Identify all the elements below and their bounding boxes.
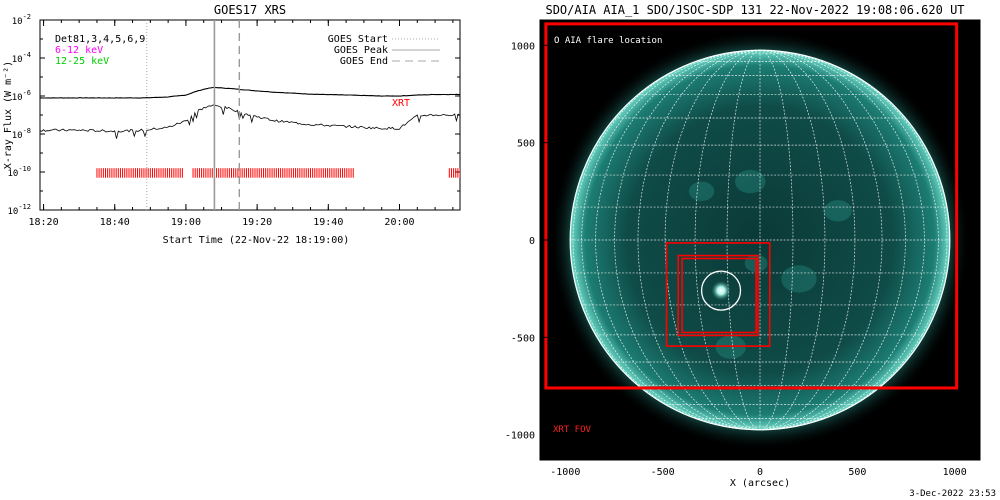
goes-event-markers [146,20,241,210]
legend-goes-start: GOES Start [328,34,388,45]
xrt-fov-label: XRT FOV [553,425,592,435]
legend-goes-peak: GOES Peak [334,45,388,56]
longitude-line [614,49,761,431]
active-region-blob [735,169,766,194]
goes-y-tick-label: 10-4 [12,51,31,65]
longitude-line [759,49,925,431]
tick-exponent: -12 [18,203,31,211]
aia-image-title: SDO/AIA AIA_1 SDO/JSOC-SDP 131 22-Nov-20… [545,3,964,17]
longitude-line [581,49,761,431]
tick-base: 10 [12,17,23,27]
goes-x-tick-label: 19:00 [171,217,201,228]
aia-legend: O AIA flare location [554,36,662,46]
aia-solar-image-panel: SDO/AIA AIA_1 SDO/JSOC-SDP 131 22-Nov-20… [505,3,996,499]
tick-base: 10 [8,169,19,179]
goes-y-tick-label: 10-6 [12,89,31,103]
legend-goes-end: GOES End [340,56,388,67]
aia-y-axis: 1000 500 0 -500 -1000 [505,25,980,455]
flare-bright-kernel [711,280,731,301]
footer-date: 3-Dec-2022 23:53 [909,489,996,499]
aia-x-tick-label: -1000 [550,467,580,478]
legend-6-12-kev: 6-12 keV [55,45,103,56]
goes-x-tick-label: 20:00 [384,217,414,228]
longitude-line [759,49,906,431]
goes-series-group [40,86,460,139]
goes-chart-title: GOES17 XRS [214,3,286,17]
aia-y-tick-label: 0 [529,236,535,247]
heliographic-grid [569,49,951,431]
goes-x-axis-label: Start Time (22-Nov-22 18:19:00) [163,235,350,246]
goes-x-tick-label: 18:40 [100,217,130,228]
aia-x-tick-label: 0 [757,467,763,478]
goes-y-tick-label: 10-10 [8,165,32,179]
goes-y-tick-label: 10-2 [12,13,31,27]
xrt-pointing-box [677,254,759,337]
tick-base: 10 [12,131,23,141]
goes-y-axis-label: X-ray Flux (W m⁻²) [3,61,14,169]
longitude-line [759,49,948,431]
goes-long-channel-line [40,86,460,99]
aia-x-tick-label: 1000 [943,467,967,478]
aia-flare-legend: O AIA flare location [554,36,662,46]
tick-base: 10 [12,55,23,65]
aia-x-tick-label: 500 [848,467,866,478]
tick-base: 10 [12,93,23,103]
xrt-pointing-box [681,257,757,334]
longitude-line [572,49,761,431]
goes-y-tick-label: 10-12 [8,203,32,217]
tick-exponent: -8 [23,127,31,135]
goes-short-channel-line [40,104,460,139]
goes-x-tick-label: 18:20 [29,217,59,228]
tick-exponent: -6 [23,89,31,97]
aia-x-axis: -1000 -500 0 500 1000 [545,453,975,478]
xrt-observation-bars [96,168,460,178]
goes-legend-right: GOES Start GOES Peak GOES End [328,34,440,67]
goes-y-tick-label: 10-8 [12,127,31,141]
aia-x-tick-label: -500 [651,467,675,478]
longitude-line [759,49,939,431]
goes-legend-left: Det81,3,4,5,6,9 6-12 keV 12-25 keV [55,34,145,67]
aia-y-tick-label: -500 [511,333,535,344]
goes-x-axis: 18:20 18:40 19:00 19:20 19:40 20:00 [29,20,454,228]
longitude-line [726,49,761,431]
longitude-line [759,49,856,431]
legend-12-25-kev: 12-25 keV [55,56,109,67]
legend-detector: Det81,3,4,5,6,9 [55,34,145,45]
goes-x-tick-label: 19:40 [313,217,343,228]
tick-exponent: -2 [23,13,31,21]
longitude-line [694,49,761,431]
active-region-blob [823,200,852,222]
aia-y-tick-label: 500 [517,139,535,150]
xrt-pointing-boxes [544,22,959,390]
aia-flare-location-circle [700,270,742,311]
xrt-pointing-box [665,242,771,347]
active-region-blob [781,265,817,293]
tick-exponent: -10 [18,165,31,173]
aia-y-tick-label: 1000 [511,41,535,52]
aia-x-axis-label: X (arcsec) [730,478,790,489]
xrt-fov-box [544,22,959,390]
longitude-line [595,49,761,431]
aia-y-tick-label: -1000 [505,431,535,442]
xrt-annotation: XRT [392,98,410,109]
goes-x-tick-label: 19:20 [242,217,272,228]
longitude-line [759,49,794,431]
active-region-blob [715,335,746,359]
longitude-line [664,49,761,431]
longitude-line [759,49,826,431]
tick-exponent: -4 [23,51,31,59]
active-region-blob [688,181,715,202]
tick-base: 10 [8,207,19,217]
